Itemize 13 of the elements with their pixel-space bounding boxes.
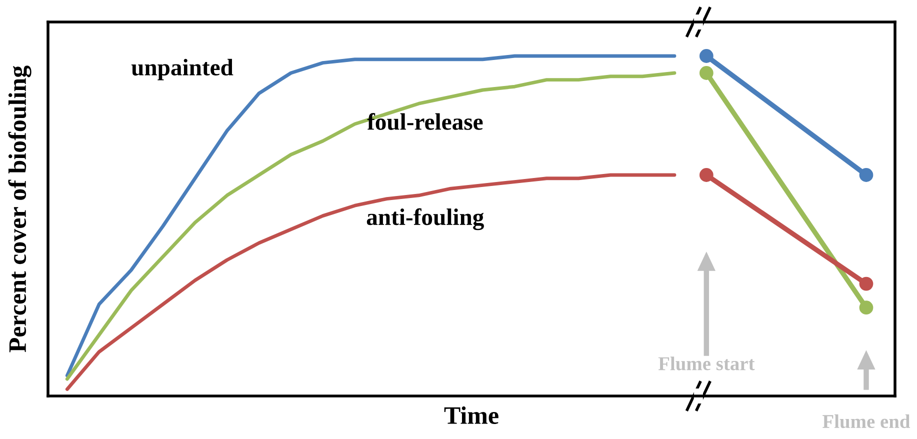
- series-label: unpainted: [131, 58, 234, 80]
- annotation: Flume start: [658, 356, 755, 370]
- series-label: foul-release: [367, 113, 483, 130]
- point: [859, 168, 874, 182]
- series-label: anti-fouling: [366, 208, 484, 230]
- point: [699, 66, 714, 80]
- y-axis-title: Percent cover of biofouling: [8, 66, 32, 352]
- x-axis-title: Time: [444, 406, 498, 424]
- point: [699, 49, 714, 63]
- point: [859, 276, 874, 291]
- text: Flume end: [822, 414, 910, 428]
- point: [699, 168, 714, 182]
- point: [859, 300, 874, 315]
